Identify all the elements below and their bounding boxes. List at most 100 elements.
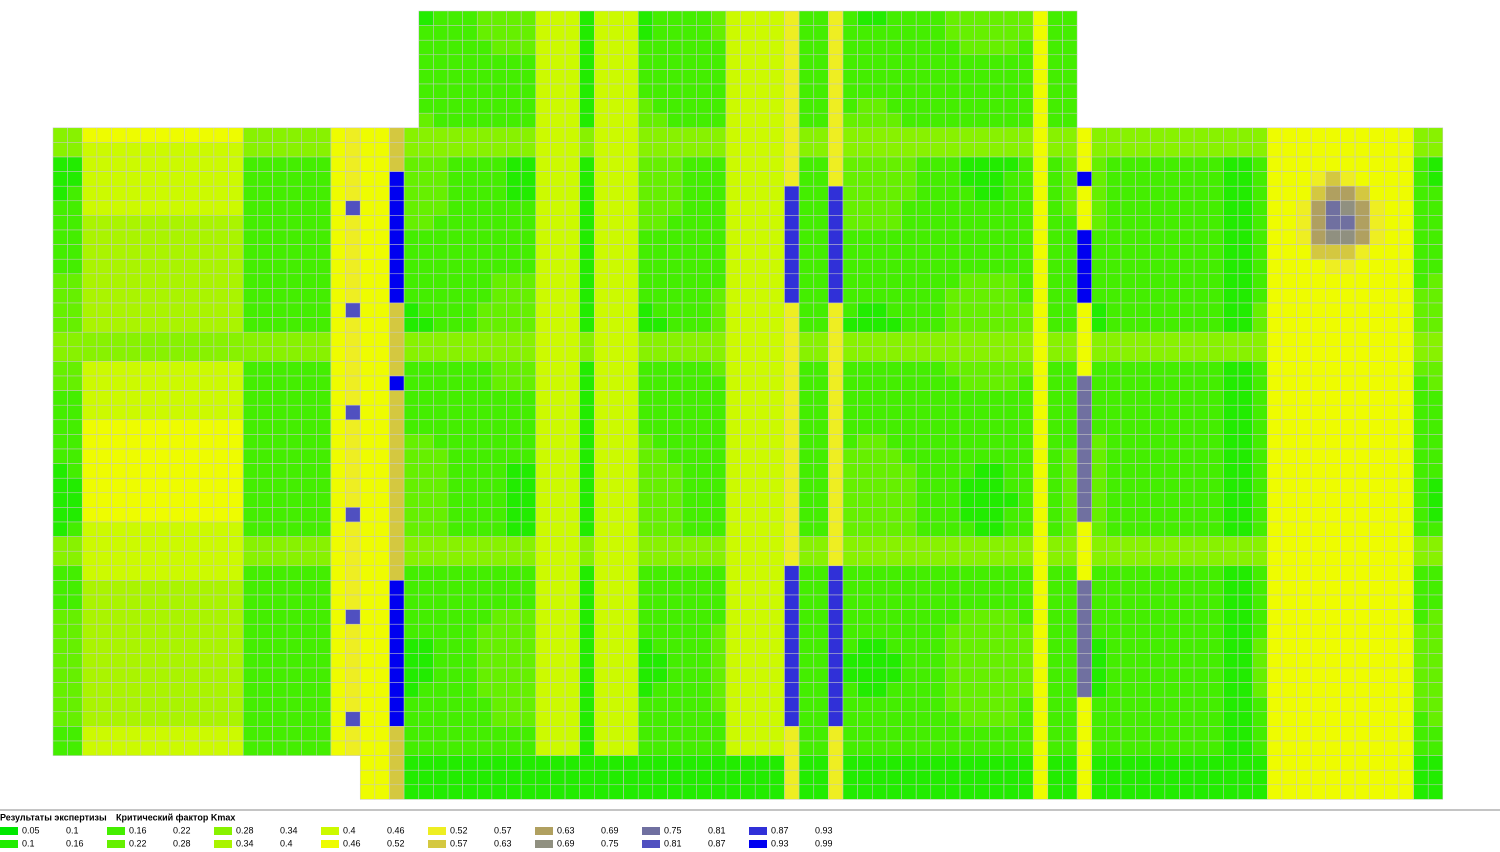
mesh-cell xyxy=(828,609,844,625)
mesh-cell xyxy=(82,580,98,596)
mesh-cell xyxy=(637,10,654,26)
mesh-cell xyxy=(667,492,683,508)
mesh-cell xyxy=(1106,258,1122,275)
mesh-cell xyxy=(1032,492,1049,508)
mesh-cell xyxy=(623,653,639,669)
mesh-cell xyxy=(140,434,156,450)
mesh-cell xyxy=(828,711,844,727)
mesh-cell xyxy=(930,54,946,70)
mesh-cell xyxy=(652,361,668,377)
mesh-cell xyxy=(520,521,537,537)
mesh-cell xyxy=(711,156,727,172)
mesh-cell xyxy=(433,463,449,479)
mesh-cell xyxy=(1354,302,1370,318)
mesh-cell xyxy=(301,404,317,421)
mesh-cell xyxy=(1310,142,1327,158)
mesh-cell xyxy=(403,696,419,713)
mesh-cell xyxy=(594,317,610,333)
mesh-cell xyxy=(535,769,551,786)
mesh-cell xyxy=(447,361,463,377)
mesh-cell xyxy=(359,521,376,537)
mesh-cell xyxy=(901,83,917,99)
mesh-cell xyxy=(959,404,975,421)
mesh-cell xyxy=(433,623,449,640)
mesh-cell xyxy=(1398,477,1414,494)
mesh-cell xyxy=(974,244,990,260)
mesh-cell xyxy=(257,404,273,421)
mesh-cell xyxy=(1413,215,1429,231)
mesh-cell xyxy=(1032,25,1049,41)
mesh-cell xyxy=(1032,623,1049,640)
mesh-cell xyxy=(725,404,741,421)
mesh-cell xyxy=(1003,10,1019,26)
mesh-cell xyxy=(754,10,771,26)
mesh-cell xyxy=(359,317,376,333)
mesh-cell xyxy=(930,536,946,552)
mesh-cell xyxy=(1384,580,1400,596)
mesh-cell xyxy=(82,258,98,275)
mesh-cell xyxy=(535,711,551,727)
mesh-cell xyxy=(477,361,493,377)
mesh-cell xyxy=(491,390,507,406)
mesh-cell xyxy=(813,682,829,698)
mesh-cell xyxy=(462,463,478,479)
mesh-cell xyxy=(462,10,478,26)
mesh-cell xyxy=(1091,419,1107,435)
mesh-cell xyxy=(447,711,463,727)
mesh-cell xyxy=(901,273,917,289)
mesh-cell xyxy=(945,200,961,216)
mesh-cell xyxy=(1223,142,1239,158)
mesh-cell xyxy=(594,346,610,362)
mesh-cell xyxy=(784,112,800,129)
mesh-cell xyxy=(316,390,332,406)
mesh-cell xyxy=(550,375,566,391)
mesh-cell xyxy=(52,536,68,552)
mesh-cell xyxy=(813,112,829,129)
mesh-cell xyxy=(199,609,215,625)
mesh-cell xyxy=(506,229,522,245)
mesh-cell xyxy=(959,346,975,362)
mesh-cell xyxy=(813,419,829,435)
mesh-cell xyxy=(477,667,493,683)
mesh-cell xyxy=(1237,638,1253,654)
mesh-cell xyxy=(901,98,917,114)
mesh-cell xyxy=(564,229,580,245)
mesh-cell xyxy=(1237,769,1253,786)
mesh-cell xyxy=(623,536,639,552)
mesh-cell xyxy=(725,127,741,143)
mesh-cell xyxy=(447,609,463,625)
mesh-cell xyxy=(901,550,917,567)
mesh-cell xyxy=(579,667,595,683)
mesh-cell xyxy=(594,142,610,158)
mesh-cell xyxy=(1164,740,1180,756)
mesh-cell xyxy=(213,127,229,143)
mesh-cell xyxy=(1018,25,1034,41)
mesh-cell xyxy=(725,667,741,683)
mesh-cell xyxy=(389,448,405,464)
mesh-cell xyxy=(1076,623,1092,640)
mesh-cell xyxy=(623,98,639,114)
mesh-cell xyxy=(1032,54,1049,70)
mesh-cell xyxy=(872,142,888,158)
mesh-cell xyxy=(1106,404,1122,421)
mesh-cell xyxy=(1354,609,1370,625)
mesh-cell xyxy=(1354,638,1370,654)
mesh-cell xyxy=(813,434,829,450)
mesh-cell xyxy=(1193,638,1209,654)
mesh-cell xyxy=(857,288,873,304)
mesh-cell xyxy=(1413,682,1429,698)
mesh-cell xyxy=(974,98,990,114)
mesh-cell xyxy=(1003,594,1019,610)
mesh-cell xyxy=(711,623,727,640)
mesh-cell xyxy=(330,638,346,654)
mesh-cell xyxy=(828,142,844,158)
mesh-cell xyxy=(1135,273,1151,289)
mesh-cell xyxy=(1237,550,1253,567)
mesh-cell xyxy=(1120,696,1136,713)
mesh-cell xyxy=(213,667,229,683)
mesh-cell xyxy=(667,229,683,245)
mesh-cell xyxy=(1193,185,1209,202)
mesh-cell xyxy=(1062,580,1078,596)
mesh-cell xyxy=(140,156,156,172)
mesh-cell xyxy=(754,653,771,669)
